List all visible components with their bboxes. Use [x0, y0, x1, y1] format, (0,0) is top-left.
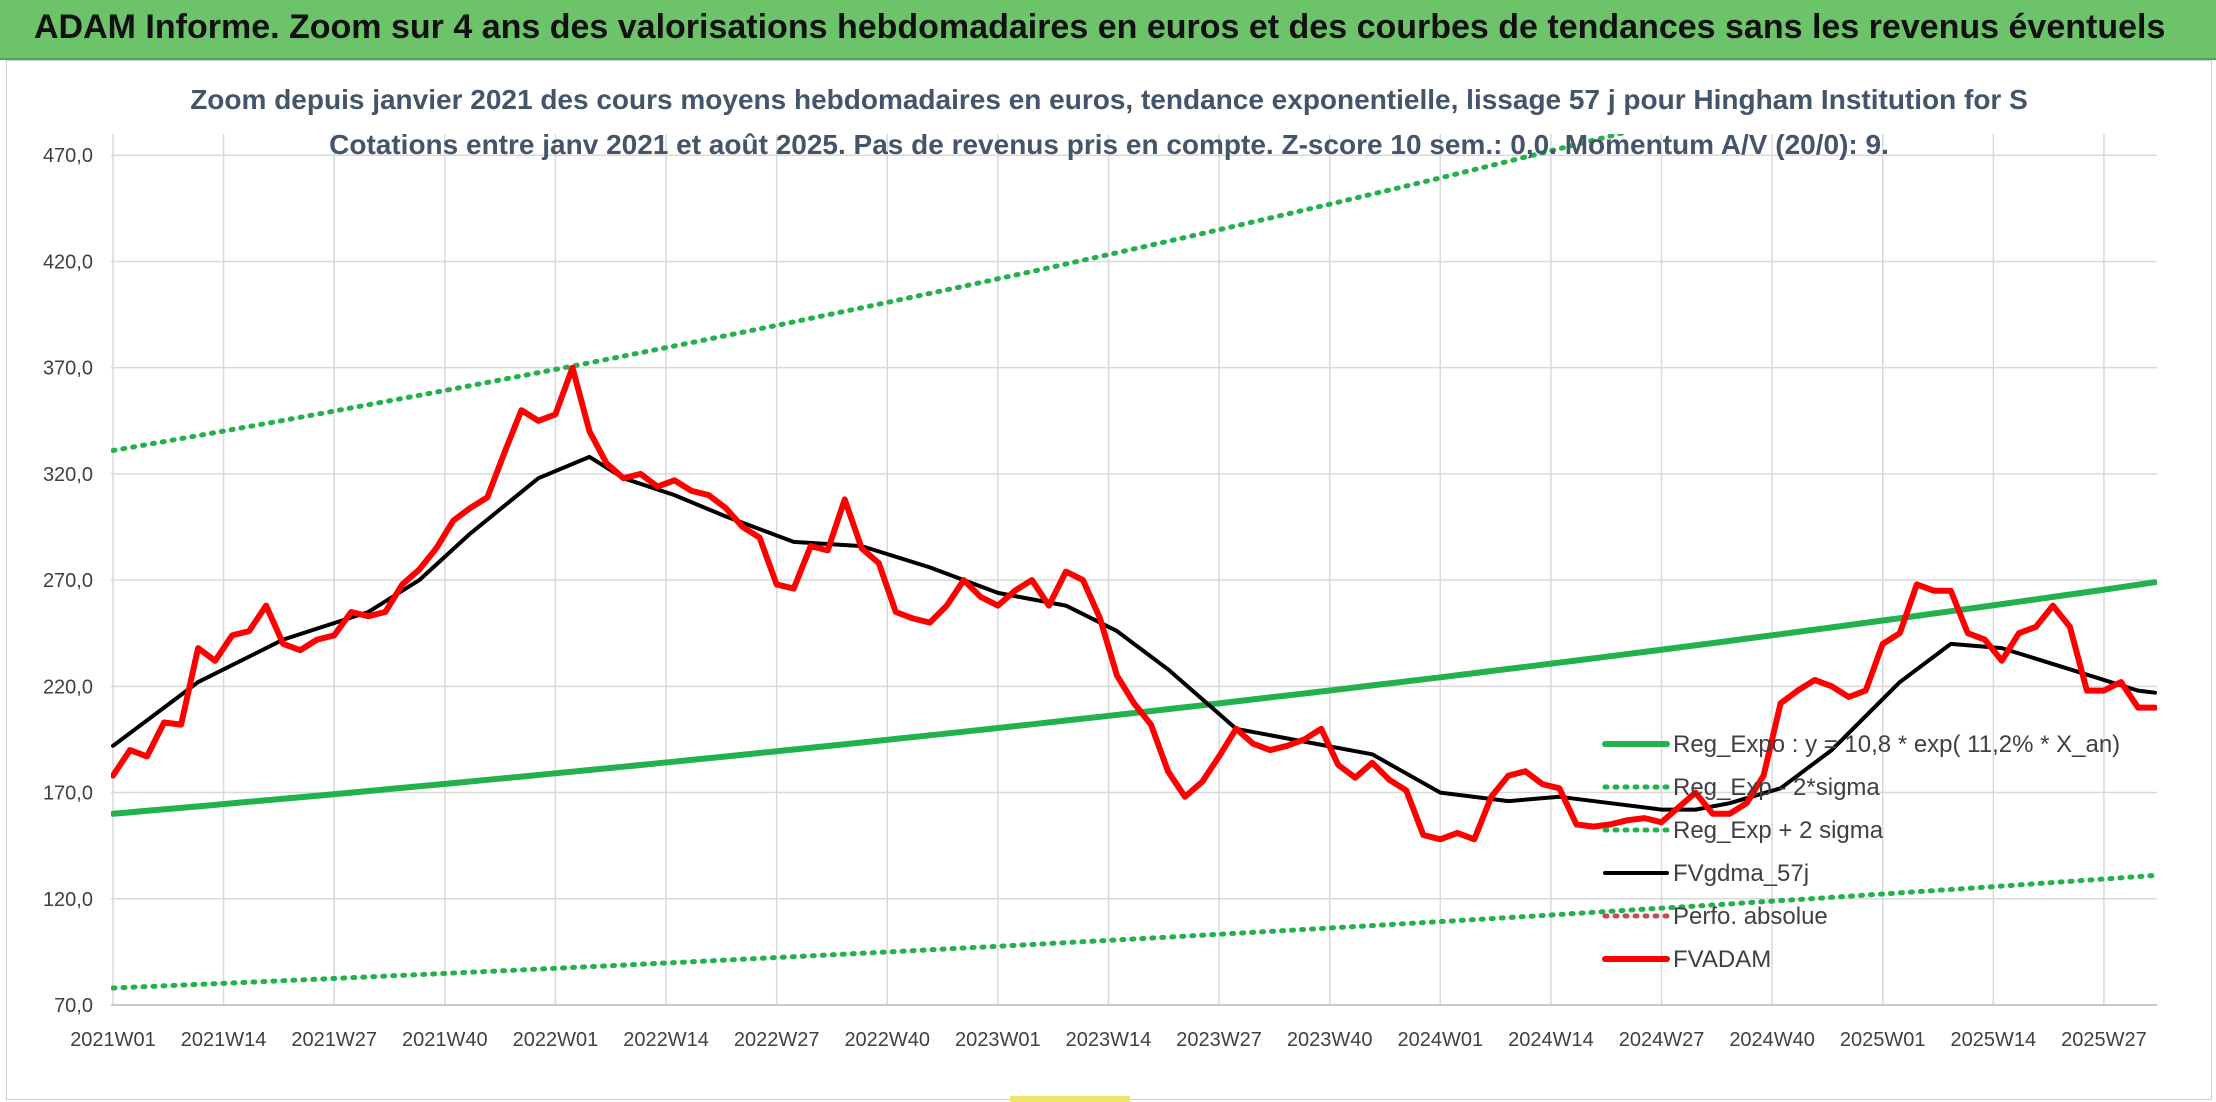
x-tick-label: 2023W27	[1176, 1029, 1262, 1051]
legend-label: Reg_Expo : y = 10,8 * exp( 11,2% * X_an)	[1673, 731, 2120, 758]
y-tick-label: 420,0	[43, 251, 93, 273]
legend-label: Reg_Exp - 2*sigma	[1673, 774, 1880, 801]
x-axis-ticks: 2021W01 2021W14 2021W27 2021W40 2022W01 2022W…	[70, 1029, 2147, 1051]
bottom-accent	[1010, 1096, 1130, 1102]
x-tick-label: 2023W40	[1287, 1029, 1373, 1051]
chart-frame: 70,0 120,0 170,0 220,0 270,0 320,0 370,0 420,0 4…	[6, 60, 2212, 1100]
y-tick-label: 470,0	[43, 145, 93, 167]
y-tick-label: 370,0	[43, 358, 93, 380]
legend-label: Reg_Exp + 2 sigma	[1673, 817, 1884, 844]
x-tick-label: 2024W40	[1729, 1029, 1815, 1051]
y-tick-label: 170,0	[43, 783, 93, 805]
x-tick-label: 2022W27	[734, 1029, 820, 1051]
y-axis-ticks: 70,0 120,0 170,0 220,0 270,0 320,0 370,0 420,0 4…	[43, 145, 93, 1017]
chart-area: 70,0 120,0 170,0 220,0 270,0 320,0 370,0 420,0 4…	[43, 84, 2157, 1051]
x-tick-label: 2022W14	[623, 1029, 709, 1051]
chart-legend: Reg_Expo : y = 10,8 * exp( 11,2% * X_an)…	[1602, 731, 2120, 973]
y-tick-label: 120,0	[43, 889, 93, 911]
fvadam-line	[111, 364, 2157, 843]
x-tick-label: 2024W01	[1397, 1029, 1483, 1051]
x-tick-label: 2021W40	[402, 1029, 488, 1051]
report-title: ADAM Informe. Zoom sur 4 ans des valoris…	[34, 8, 2166, 46]
lower-sigma-line	[111, 872, 2157, 991]
x-tick-label: 2021W14	[181, 1029, 267, 1051]
gridlines	[111, 134, 2157, 1006]
x-tick-label: 2023W01	[955, 1029, 1041, 1051]
legend-label: FVgdma_57j	[1673, 860, 1809, 887]
chart-subtitle: Cotations entre janv 2021 et août 2025. …	[329, 129, 1889, 160]
x-tick-label: 2024W27	[1619, 1029, 1705, 1051]
y-tick-label: 220,0	[43, 676, 93, 698]
upper-sigma-line	[111, 134, 1629, 453]
x-tick-label: 2024W14	[1508, 1029, 1594, 1051]
trend-line	[111, 579, 2157, 817]
y-tick-label: 320,0	[43, 464, 93, 486]
plot-lines	[111, 134, 2157, 991]
y-tick-label: 70,0	[54, 995, 93, 1017]
chart-title: Zoom depuis janvier 2021 des cours moyen…	[190, 84, 2028, 115]
x-tick-label: 2025W01	[1840, 1029, 1926, 1051]
x-tick-label: 2022W01	[513, 1029, 599, 1051]
x-tick-label: 2023W14	[1066, 1029, 1152, 1051]
x-tick-label: 2025W14	[1951, 1029, 2037, 1051]
legend-label: Perfo. absolue	[1673, 903, 1828, 930]
x-tick-label: 2025W27	[2061, 1029, 2147, 1051]
report-banner: ADAM Informe. Zoom sur 4 ans des valoris…	[0, 0, 2216, 60]
legend-label: FVADAM	[1673, 946, 1771, 973]
y-tick-label: 270,0	[43, 570, 93, 592]
fvgdma-line	[111, 454, 2157, 812]
x-tick-label: 2022W40	[844, 1029, 930, 1051]
x-tick-label: 2021W01	[70, 1029, 156, 1051]
x-tick-label: 2021W27	[291, 1029, 377, 1051]
